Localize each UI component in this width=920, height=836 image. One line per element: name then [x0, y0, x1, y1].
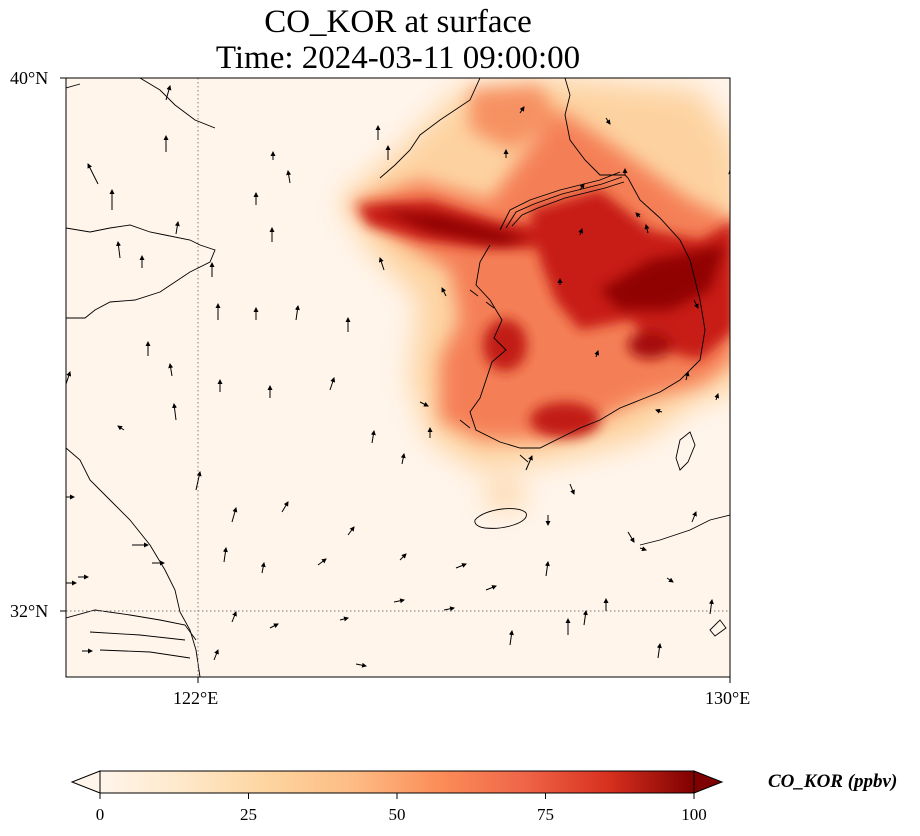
wind-vector-arrow [347, 526, 355, 536]
wind-vector-arrow [172, 403, 177, 421]
wind-vector-arrow [605, 117, 611, 125]
lat-tick-label-32: 32°N [10, 601, 49, 621]
wind-vector-arrow [455, 563, 467, 569]
wind-vector-arrow [569, 483, 575, 495]
wind-vector-arrow [485, 585, 497, 591]
wind-vector-arrow [329, 377, 336, 391]
colorbar-label: CO_KOR (ppbv) [768, 771, 898, 792]
wind-vector-arrow [269, 623, 279, 629]
wind-vector-arrow [655, 408, 663, 414]
wind-vector-arrow [508, 630, 514, 646]
map-title-line-1: CO_KOR at surface [264, 4, 532, 40]
wind-vectors [66, 85, 730, 668]
wind-vector-arrow [213, 649, 219, 661]
wind-vector-arrow [644, 224, 650, 234]
gridlines [66, 78, 730, 677]
wind-vector-arrow [579, 183, 585, 191]
wind-vector-arrow [627, 531, 635, 543]
colorbar-extend-high [693, 770, 724, 794]
lat-tick-label-40: 40°N [10, 68, 49, 88]
colorbar-gradient [99, 770, 695, 794]
wind-vector-arrow [231, 611, 237, 623]
wind-vector-arrow [231, 507, 238, 523]
wind-vector-arrow [693, 299, 699, 309]
wind-vector-arrow [400, 453, 406, 465]
wind-vector-arrow [281, 501, 289, 513]
wind-vector-arrow [708, 599, 714, 615]
wind-vector-arrow [174, 221, 180, 235]
wind-vector-arrow [317, 558, 327, 566]
wind-vector-arrow [684, 371, 690, 381]
axis-ticks [60, 77, 731, 683]
wind-vector-arrow [393, 598, 405, 604]
colorbar-tick-label-75: 75 [537, 805, 554, 824]
wind-vector-arrow [691, 511, 697, 523]
lon-tick-label-122: 122°E [173, 688, 219, 708]
colorbar-tick-label-25: 25 [240, 805, 257, 824]
wind-vector-arrow [594, 350, 600, 358]
wind-vector-arrow [639, 546, 647, 552]
wind-vector-arrow [355, 662, 367, 668]
wind-vector-arrow [195, 471, 202, 491]
wind-vector-arrow [578, 228, 584, 236]
wind-vector-arrow [165, 85, 172, 101]
wind-vector-arrow [419, 401, 429, 407]
concentration-field [340, 78, 730, 509]
coastlines [66, 78, 730, 677]
wind-vector-arrow [286, 170, 292, 184]
wind-vector-arrow [260, 562, 266, 574]
wind-vector-arrow [544, 561, 550, 577]
colorbar-extend-low [70, 770, 101, 794]
wind-vector-arrow [519, 106, 525, 114]
wind-vector-arrow [66, 371, 72, 385]
wind-vector-arrow [378, 257, 385, 271]
wind-vector-arrow [87, 163, 99, 185]
wind-vector-arrow [294, 305, 300, 321]
wind-vector-arrow [714, 393, 720, 401]
colorbar-ticks [99, 793, 695, 799]
wind-vector-arrow [443, 606, 455, 612]
wind-vector-arrow [168, 363, 174, 377]
wind-vector-arrow [339, 616, 349, 622]
wind-vector-arrow [117, 425, 125, 431]
wind-vector-arrow [116, 241, 121, 259]
colorbar-tick-label-100: 100 [681, 805, 707, 824]
map-frame [65, 77, 731, 678]
colorbar-tick-label-50: 50 [388, 805, 406, 824]
wind-vector-arrow [441, 287, 447, 297]
colorbar-tick-label-0: 0 [95, 805, 105, 824]
map-title-line-2: Time: 2024-03-11 09:00:00 [215, 40, 581, 76]
wind-vector-arrow [525, 455, 533, 471]
wind-vector-arrow [656, 643, 662, 659]
wind-vector-arrow [666, 577, 674, 583]
lon-tick-label-130: 130°E [705, 688, 751, 708]
wind-vector-arrow [582, 610, 588, 626]
wind-vector-arrow [635, 212, 641, 218]
wind-vector-arrow [222, 547, 228, 563]
wind-vector-arrow [399, 553, 407, 561]
wind-vector-arrow [370, 430, 376, 444]
